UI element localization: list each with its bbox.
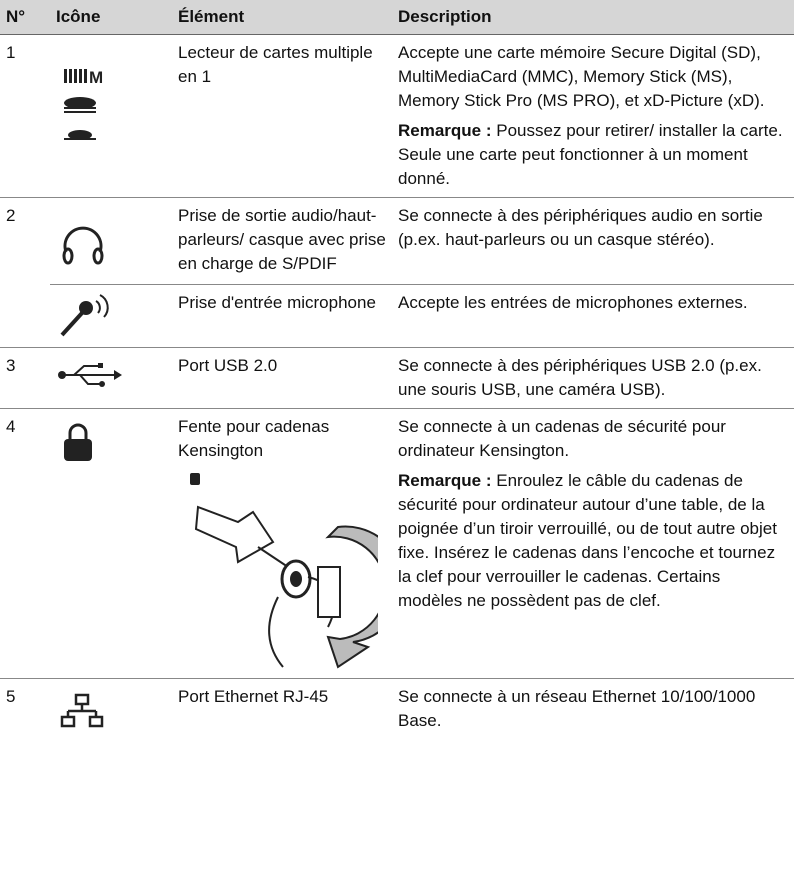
- icon-cell: [50, 197, 172, 285]
- header-row: N° Icône Élément Description: [0, 0, 794, 35]
- description-cell: Accepte une carte mémoire Secure Digital…: [392, 34, 794, 198]
- description: Se connecte à des périphériques audio en…: [398, 206, 763, 249]
- table-row: Prise d'entrée microphone Accepte les ent…: [0, 284, 794, 348]
- element-cell: Port USB 2.0: [172, 347, 392, 409]
- note-label: Remarque :: [398, 121, 492, 140]
- icon-cell: [50, 284, 172, 348]
- kensington-illustration: [190, 473, 378, 669]
- description-cell: Se connecte à un réseau Ethernet 10/100/…: [392, 678, 794, 739]
- number-cell: 1: [0, 34, 50, 198]
- description-cell: Accepte les entrées de microphones exter…: [392, 284, 794, 348]
- microphone-icon: [60, 294, 109, 337]
- description: Accepte une carte mémoire Secure Digital…: [398, 43, 765, 110]
- usb-icon: [58, 363, 122, 387]
- description-cell: Se connecte à des périphériques USB 2.0 …: [392, 347, 794, 409]
- description-cell: Se connecte à des périphériques audio en…: [392, 197, 794, 285]
- description: Accepte les entrées de microphones exter…: [398, 293, 748, 312]
- element-name: Prise d'entrée microphone: [178, 293, 376, 312]
- number-cell: 5: [0, 678, 50, 739]
- note-label: Remarque :: [398, 471, 492, 490]
- table-row: 1 M Lecteur de cartes multiple en 1 Accep…: [0, 34, 794, 198]
- number-cell: [0, 285, 50, 348]
- element-cell: Port Ethernet RJ-45: [172, 678, 392, 739]
- table-row: 4 Fente pour cadenas Kensington Se conne…: [0, 408, 794, 679]
- icon-cell: M: [50, 34, 172, 198]
- element-name: Prise de sortie audio/haut-parleurs/ cas…: [178, 206, 386, 273]
- number-cell: 4: [0, 408, 50, 679]
- kensington-icon: [64, 423, 92, 461]
- audio-out-icon: [62, 226, 104, 265]
- note: Remarque : Poussez pour retirer/ install…: [398, 119, 788, 191]
- description: Se connecte à un cadenas de sécurité pou…: [398, 417, 726, 460]
- table-row: 5 Port Ethernet RJ-45 Se connecte à un ré…: [0, 678, 794, 739]
- description: Se connecte à des périphériques USB 2.0 …: [398, 356, 762, 399]
- table-row: 3 Port USB 2.0 Se connecte à des périphér…: [0, 347, 794, 409]
- element-name: Port USB 2.0: [178, 356, 278, 375]
- description-cell: Se connecte à un cadenas de sécurité pou…: [392, 408, 794, 679]
- note-text: Enroulez le câble du cadenas de sécurité…: [398, 471, 777, 610]
- element-cell: Prise d'entrée microphone: [172, 284, 392, 348]
- header-cell: Description: [392, 0, 794, 35]
- element-name: Fente pour cadenas Kensington: [178, 417, 330, 460]
- icon-cell: [50, 408, 172, 679]
- description: Se connecte à un réseau Ethernet 10/100/…: [398, 687, 756, 730]
- icon-cell: [50, 347, 172, 409]
- element-cell: Prise de sortie audio/haut-parleurs/ cas…: [172, 197, 392, 285]
- number-cell: 2: [0, 197, 50, 285]
- header-cell: N°: [0, 0, 50, 35]
- number-cell: 3: [0, 347, 50, 409]
- note: Remarque : Enroulez le câble du cadenas …: [398, 469, 788, 613]
- element-name: Port Ethernet RJ-45: [178, 687, 329, 706]
- icon-cell: [50, 678, 172, 739]
- table-row: 2 Prise de sortie audio/haut-parleurs/ c…: [0, 197, 794, 285]
- element-cell: Lecteur de cartes multiple en 1: [172, 34, 392, 198]
- note-text: Poussez pour retirer/ installer la carte…: [398, 121, 783, 188]
- ethernet-icon: [60, 693, 104, 728]
- element-name: Lecteur de cartes multiple en 1: [178, 43, 373, 86]
- header-cell: Icône: [50, 0, 172, 35]
- svg-text:M: M: [89, 68, 103, 87]
- header-cell: Élément: [172, 0, 392, 35]
- ports-table: N° Icône Élément Description 1 M Lecteur…: [0, 0, 794, 739]
- table-body: 1 M Lecteur de cartes multiple en 1 Accep…: [0, 34, 794, 739]
- element-cell: Fente pour cadenas Kensington: [172, 408, 392, 679]
- card-icons: M: [64, 68, 103, 140]
